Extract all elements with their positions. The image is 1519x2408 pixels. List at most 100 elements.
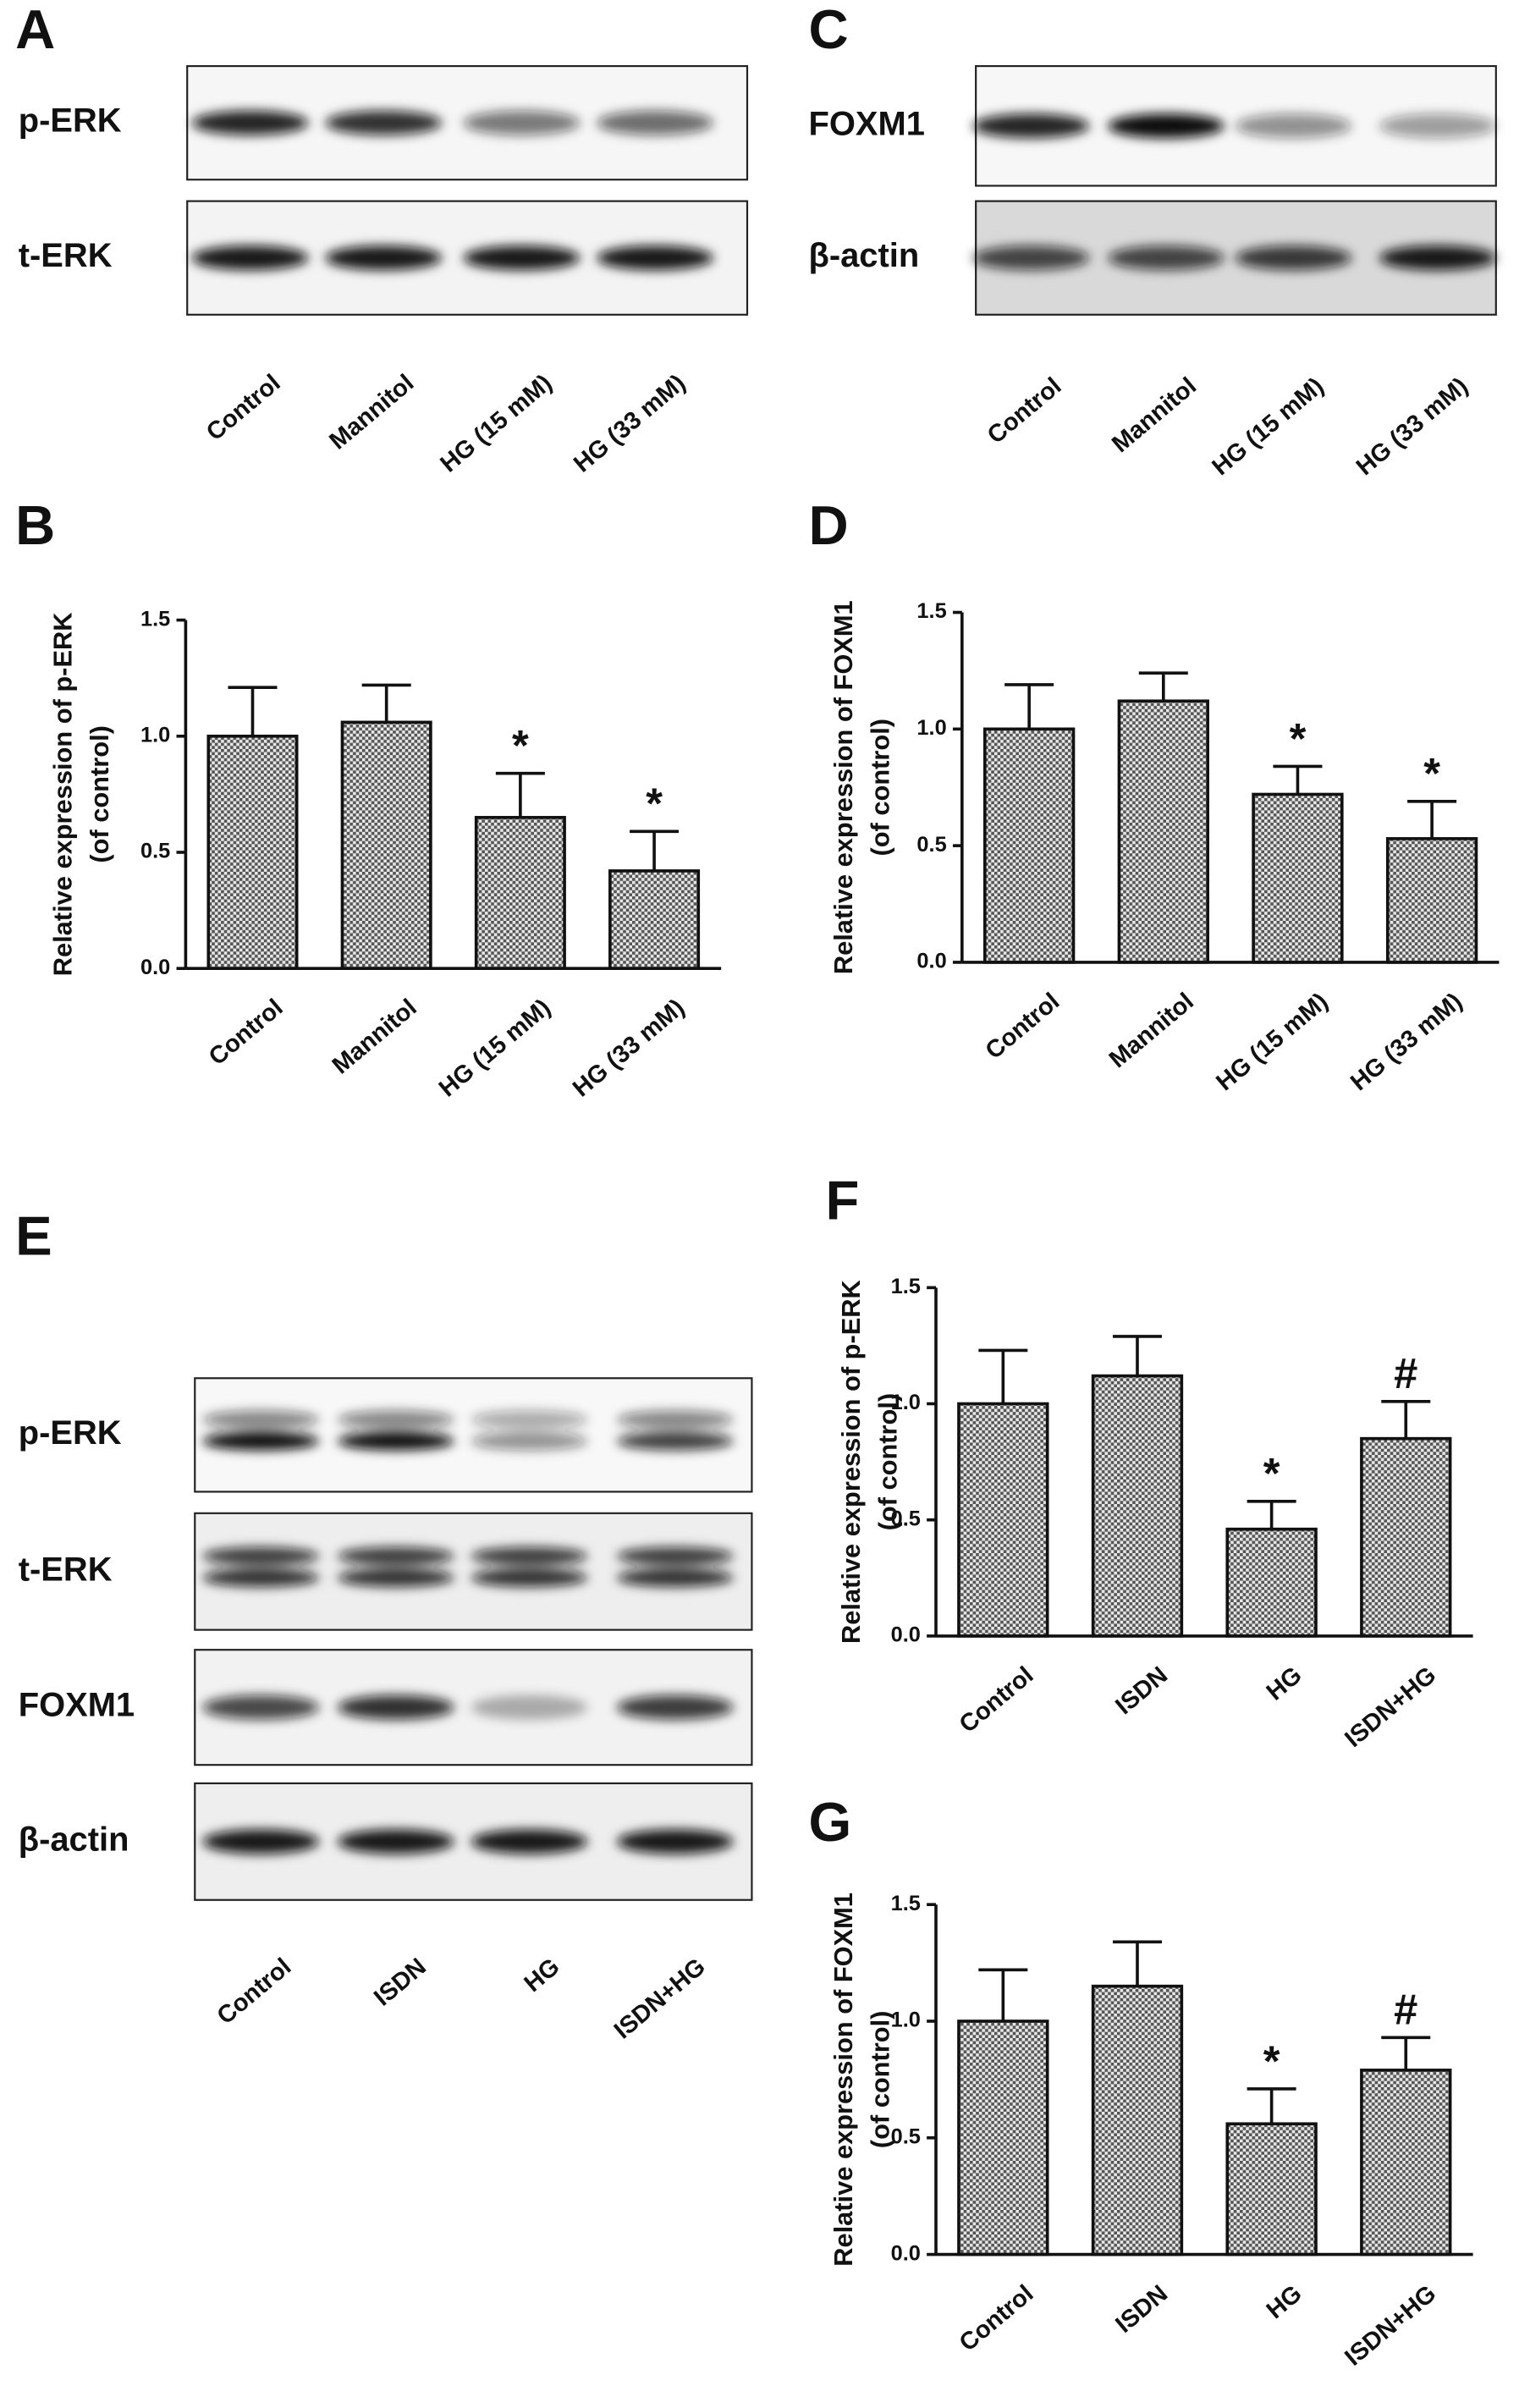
y-tick-label: 0.0 (891, 2241, 921, 2265)
x-tick-label: Control (204, 994, 289, 1071)
row-label: t-ERK (19, 237, 113, 274)
band (1235, 245, 1352, 271)
x-tick-label: ISDN (1110, 2280, 1173, 2339)
band (325, 110, 443, 135)
band (616, 1568, 734, 1587)
band (1108, 113, 1225, 139)
bar (1360, 1436, 1452, 1638)
band (202, 1546, 320, 1566)
band (325, 245, 443, 271)
bar (1091, 1984, 1184, 2256)
y-axis-label: (of control) (873, 1393, 903, 1531)
band (616, 1546, 734, 1566)
band (202, 1410, 320, 1430)
bar (1091, 1374, 1184, 1638)
y-tick-label: 1.0 (891, 2009, 921, 2032)
band (202, 1568, 320, 1587)
bar (1117, 699, 1209, 964)
y-tick-label: 1.5 (891, 1275, 921, 1298)
band (471, 1568, 588, 1587)
y-axis-label: Relative expression of FOXM1 (828, 600, 858, 974)
significance-label: * (1263, 2036, 1280, 2085)
y-tick-label: 0.0 (891, 1623, 921, 1647)
significance-label: * (512, 721, 529, 769)
x-tick-label: Control (981, 988, 1065, 1065)
bands (202, 1694, 734, 1720)
lane-label: Mannitol (324, 369, 419, 455)
bar (1225, 2122, 1318, 2256)
bar (1385, 837, 1478, 964)
lane-label: Control (201, 369, 286, 446)
x-tick-label: Mannitol (1104, 988, 1199, 1073)
y-tick-label: 1.0 (891, 1391, 921, 1414)
bar (957, 2020, 1049, 2256)
bands (191, 110, 714, 135)
band (191, 245, 309, 271)
bands (202, 1546, 734, 1587)
bar (340, 720, 432, 970)
band (463, 110, 581, 135)
bar (957, 1402, 1049, 1638)
y-tick-label: 0.5 (140, 840, 170, 863)
panel-letter: A (15, 0, 55, 60)
bar (206, 734, 299, 970)
bands (202, 1410, 734, 1451)
x-tick-label: ISDN (1110, 1661, 1173, 1720)
lane-label: HG (520, 1953, 565, 1997)
band (202, 1829, 320, 1854)
panel-letter: D (809, 494, 849, 556)
y-axis-label: (of control) (866, 2011, 895, 2149)
band (471, 1829, 588, 1854)
y-tick-label: 0.5 (891, 2124, 921, 2148)
bar (608, 869, 701, 970)
y-tick-label: 1.5 (891, 1892, 921, 1915)
row-label: t-ERK (19, 1551, 113, 1588)
lane-label: ISDN+HG (609, 1953, 711, 2045)
band (597, 245, 714, 271)
y-axis-label: Relative expression of p-ERK (47, 613, 77, 977)
band (972, 113, 1090, 139)
bands (972, 113, 1496, 139)
significance-label: * (1290, 714, 1307, 763)
y-tick-label: 0.0 (916, 950, 946, 973)
bar (1225, 1527, 1318, 1638)
bands (972, 245, 1496, 271)
row-label: β-actin (809, 237, 920, 274)
x-tick-label: HG (15 mM) (434, 994, 556, 1102)
band (471, 1546, 588, 1566)
band (471, 1410, 588, 1430)
lane-label: Mannitol (1107, 372, 1202, 458)
panel-letter: E (15, 1204, 52, 1266)
band (202, 1431, 320, 1451)
significance-label: # (1394, 1986, 1417, 2034)
panel-letter: B (15, 494, 55, 556)
y-tick-label: 1.0 (916, 716, 946, 740)
panel-letter: F (825, 1170, 859, 1232)
x-tick-label: ISDN+HG (1340, 2280, 1441, 2372)
significance-label: * (1263, 1449, 1280, 1497)
band (202, 1694, 320, 1720)
band (337, 1431, 454, 1451)
y-tick-label: 1.0 (140, 724, 170, 747)
row-label: FOXM1 (809, 105, 925, 142)
band (597, 110, 714, 135)
x-tick-label: Mannitol (327, 994, 422, 1079)
y-axis-label: (of control) (866, 719, 895, 857)
row-label: p-ERK (19, 102, 122, 140)
y-axis-label: Relative expression of FOXM1 (828, 1893, 858, 2267)
significance-label: * (1423, 749, 1440, 797)
bar (474, 816, 566, 970)
band (337, 1546, 454, 1566)
row-label: p-ERK (19, 1414, 122, 1452)
significance-label: # (1394, 1349, 1417, 1397)
y-tick-label: 0.0 (140, 956, 170, 979)
y-tick-label: 0.5 (916, 833, 946, 857)
lane-label: HG (33 mM) (1351, 372, 1473, 481)
y-tick-label: 1.5 (916, 599, 946, 623)
lane-label: ISDN (369, 1953, 432, 2012)
band (1235, 113, 1352, 139)
lane-label: HG (33 mM) (569, 369, 691, 477)
band (471, 1694, 588, 1720)
lane-label: HG (15 mM) (1208, 372, 1329, 481)
